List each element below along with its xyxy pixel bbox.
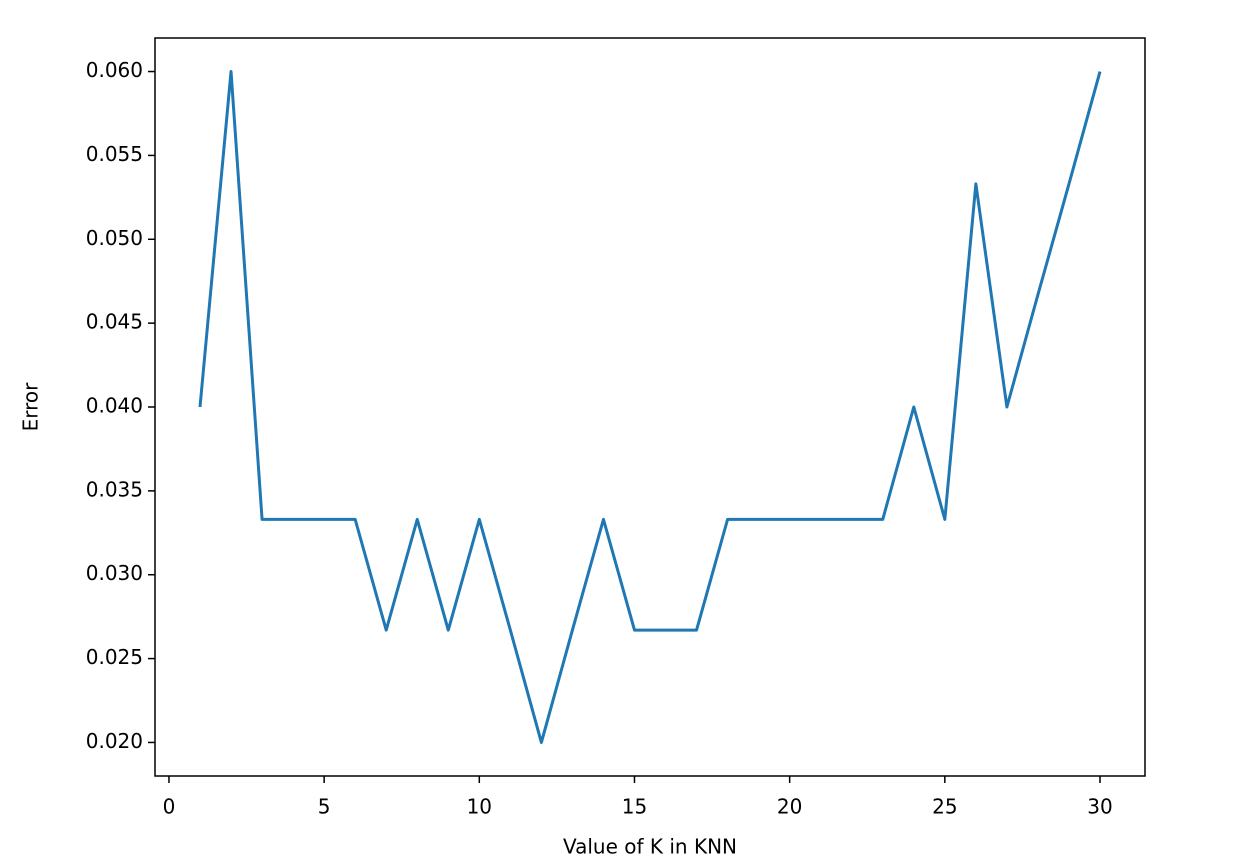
y-tick-label: 0.030 [86, 561, 143, 585]
x-axis-label: Value of K in KNN [563, 835, 737, 859]
y-tick-label: 0.045 [86, 310, 143, 334]
y-tick-label: 0.060 [86, 58, 143, 82]
y-tick-label: 0.040 [86, 394, 143, 418]
y-tick-label: 0.055 [86, 142, 143, 166]
plot-frame [154, 37, 1146, 777]
x-tick-label: 30 [1087, 795, 1112, 819]
x-tick-label: 5 [318, 795, 331, 819]
y-tick-label: 0.020 [86, 729, 143, 753]
data-line [198, 70, 1102, 744]
y-axis-label: Error [19, 382, 43, 432]
x-tick-label: 20 [777, 795, 802, 819]
y-tick-label: 0.035 [86, 477, 143, 501]
x-tick-label: 0 [163, 795, 176, 819]
x-tick-label: 15 [622, 795, 647, 819]
x-tick-label: 25 [932, 795, 957, 819]
y-tick-label: 0.025 [86, 645, 143, 669]
x-tick-label: 10 [467, 795, 492, 819]
y-tick-label: 0.050 [86, 226, 143, 250]
